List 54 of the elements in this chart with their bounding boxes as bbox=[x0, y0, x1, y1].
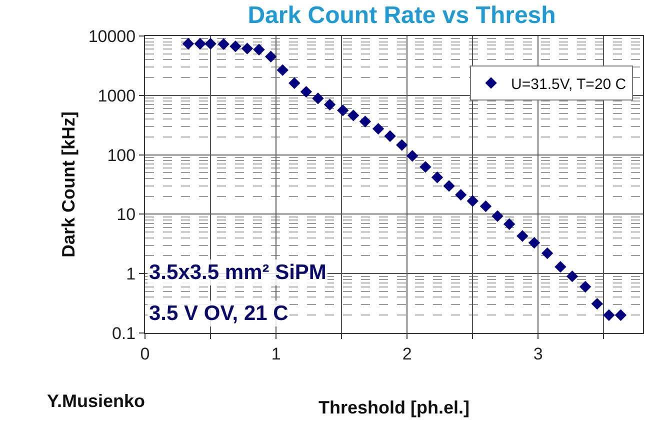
point bbox=[300, 86, 312, 98]
point bbox=[396, 139, 408, 151]
x-axis-title: Threshold [ph.el.] bbox=[318, 398, 470, 418]
point bbox=[603, 309, 615, 321]
annotation: 3.5x3.5 mm² SiPM bbox=[149, 261, 326, 284]
point bbox=[503, 218, 516, 230]
x-tick-label: 1 bbox=[271, 344, 281, 364]
y-axis-title: Dark Count [kHz] bbox=[58, 111, 79, 258]
point bbox=[406, 150, 418, 162]
point bbox=[182, 38, 194, 50]
point bbox=[276, 64, 288, 76]
point bbox=[312, 92, 324, 104]
point bbox=[443, 180, 455, 192]
y-tick-label: 10000 bbox=[88, 26, 136, 46]
x-tick-label: 2 bbox=[402, 344, 412, 364]
point bbox=[492, 210, 504, 222]
chart-title: Dark Count Rate vs Thresh bbox=[248, 2, 556, 30]
point bbox=[253, 44, 265, 56]
y-tick-label: 1000 bbox=[98, 86, 136, 106]
point bbox=[337, 104, 349, 116]
point bbox=[384, 130, 396, 142]
point bbox=[348, 110, 360, 122]
point bbox=[480, 200, 492, 212]
point bbox=[528, 236, 540, 249]
point bbox=[591, 298, 603, 310]
point bbox=[372, 122, 384, 135]
point bbox=[204, 38, 216, 50]
y-tick-label: 10 bbox=[116, 205, 136, 224]
point bbox=[566, 270, 578, 282]
point bbox=[579, 280, 592, 293]
point bbox=[431, 172, 444, 184]
point bbox=[359, 116, 372, 128]
legend-label: U=31.5V, T=20 C bbox=[511, 76, 626, 93]
point bbox=[541, 247, 554, 260]
point bbox=[516, 230, 528, 242]
point bbox=[230, 40, 242, 52]
point bbox=[288, 77, 300, 89]
point bbox=[241, 42, 254, 54]
y-tick-label: 0.1 bbox=[112, 324, 136, 343]
point bbox=[264, 50, 277, 62]
point bbox=[324, 98, 336, 110]
annotation: 3.5 V OV, 21 C bbox=[149, 302, 288, 325]
x-tick-label: 3 bbox=[533, 344, 543, 364]
text: Y.Musienko bbox=[47, 391, 146, 411]
point bbox=[420, 161, 432, 173]
x-tick-label: 0 bbox=[140, 344, 150, 364]
point bbox=[614, 309, 627, 321]
point bbox=[466, 195, 478, 207]
y-tick-label: 100 bbox=[107, 146, 136, 165]
point bbox=[554, 260, 566, 273]
y-tick-label: 1 bbox=[126, 264, 136, 284]
point bbox=[194, 38, 206, 50]
point bbox=[454, 188, 467, 201]
point bbox=[218, 38, 230, 50]
